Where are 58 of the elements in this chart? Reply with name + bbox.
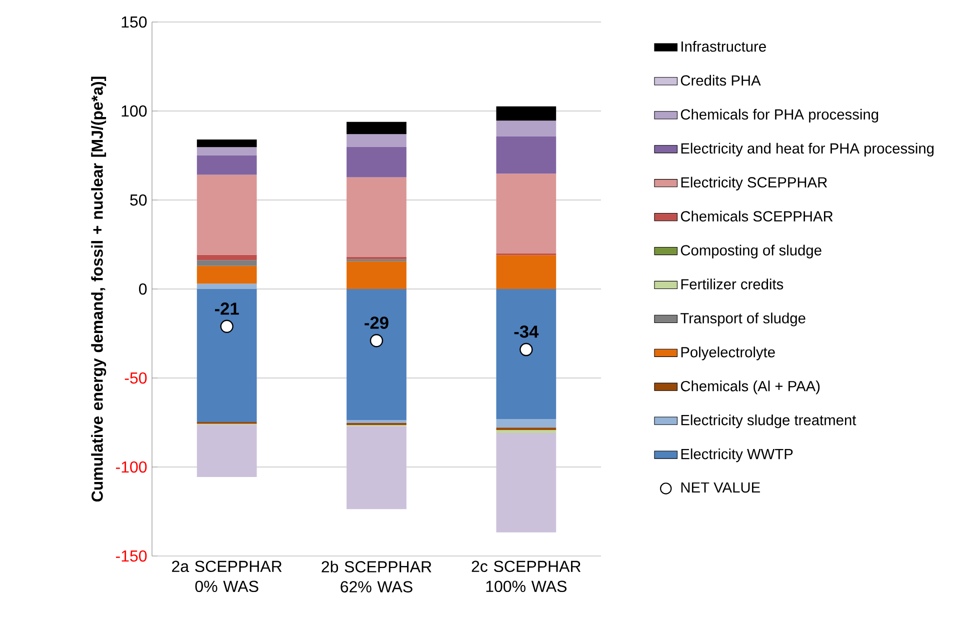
y-tick-label: 150 xyxy=(122,16,147,28)
point xyxy=(220,320,234,333)
y-tick-label: 50 xyxy=(130,194,147,206)
y-tick-label: -100 xyxy=(116,461,147,473)
data-label: -21 xyxy=(214,302,239,315)
bar xyxy=(346,146,406,178)
legend-label: Transport of sludge xyxy=(680,312,806,326)
bar xyxy=(496,174,556,254)
bar xyxy=(196,147,257,156)
bar xyxy=(346,122,406,134)
bar xyxy=(496,255,556,289)
bar xyxy=(346,261,406,289)
legend-label: Chemicals for PHA processing xyxy=(680,108,878,123)
legend-label: NET VALUE xyxy=(681,482,760,493)
bar xyxy=(196,289,257,422)
bar xyxy=(346,177,406,257)
x-tick-label: 2b SCEPPHAR 62% WAS xyxy=(322,560,432,592)
legend-label: Electricity and heat for PHA processing xyxy=(681,142,934,156)
bar xyxy=(496,433,556,532)
bar xyxy=(196,260,257,266)
data-label: -34 xyxy=(514,326,539,338)
point xyxy=(520,342,533,356)
bar xyxy=(196,424,257,477)
bar xyxy=(346,134,406,147)
y-tick-label: -150 xyxy=(116,550,147,562)
bar xyxy=(346,426,406,510)
x-tick-label: 2c SCEPPHAR 100% WAS xyxy=(472,560,581,592)
y-tick-label: -50 xyxy=(124,372,147,384)
bar xyxy=(196,156,257,175)
bar xyxy=(346,289,406,420)
bar xyxy=(196,174,257,255)
legend-label: Electricity WWTP xyxy=(681,448,793,462)
legend-label: Chemicals SCEPPHAR xyxy=(680,210,833,222)
legend-label: Fertilizer credits xyxy=(681,278,784,290)
bar xyxy=(496,120,556,136)
bar xyxy=(496,136,556,174)
bar xyxy=(496,106,556,121)
bar xyxy=(196,266,257,284)
bar xyxy=(196,139,257,148)
bar xyxy=(196,284,257,289)
legend-label: Credits PHA xyxy=(680,74,761,86)
bar xyxy=(496,289,556,419)
data-label: -29 xyxy=(364,316,388,329)
legend-label: Composting of sludge xyxy=(680,244,822,258)
point xyxy=(370,334,384,348)
y-axis-title: Cumulative energy demand, fossil + nuclear [MJ/(pe*a)] xyxy=(91,76,106,502)
y-tick-label: 0 xyxy=(139,283,147,295)
legend-label: Chemicals (Al + PAA) xyxy=(680,380,820,394)
x-tick-label: 2a SCEPPHAR 0% WAS xyxy=(172,560,282,592)
legend-label: Electricity SCEPPHAR xyxy=(681,176,827,190)
bar xyxy=(346,420,406,424)
legend-label: Infrastructure xyxy=(682,40,766,52)
legend-label: Polyelectrolyte xyxy=(681,346,775,360)
y-tick-label: 100 xyxy=(122,105,147,117)
legend-label: Electricity sludge treatment xyxy=(681,414,856,428)
bar xyxy=(196,254,257,260)
bar xyxy=(496,430,556,434)
bar xyxy=(496,418,556,428)
